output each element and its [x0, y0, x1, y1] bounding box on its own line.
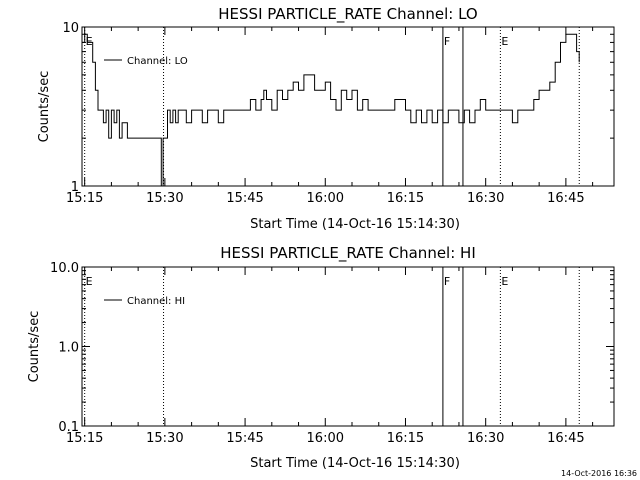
- plot-frame: [81, 266, 615, 427]
- y-tick-label: 1.0: [58, 341, 79, 356]
- legend-label: Channel: LO: [127, 56, 188, 67]
- x-tick-label: 15:45: [226, 431, 263, 446]
- x-axis-label: Start Time (14-Oct-16 15:14:30): [250, 456, 460, 471]
- x-tick-label: 16:15: [387, 431, 424, 446]
- series-line-1: [82, 33, 580, 187]
- event-flag: F: [444, 275, 450, 288]
- event-flag: E: [501, 275, 508, 288]
- event-flag: E: [86, 275, 93, 288]
- chart-title: HESSI PARTICLE_RATE Channel: HI: [220, 244, 476, 263]
- x-tick-label: 15:15: [66, 431, 103, 446]
- x-axis-label: Start Time (14-Oct-16 15:14:30): [250, 217, 460, 232]
- chart-panel-2: HESSI PARTICLE_RATE Channel: HI 15:15 15:3…: [27, 244, 615, 471]
- x-tick-label: 15:45: [226, 191, 263, 206]
- event-flag: E: [501, 35, 508, 48]
- x-tick-label: 16:30: [467, 191, 504, 206]
- y-axis-label: Counts/sec: [37, 71, 52, 143]
- event-flag: F: [444, 35, 450, 48]
- chart-title: HESSI PARTICLE_RATE Channel: LO: [218, 5, 477, 24]
- event-flag: E: [86, 35, 93, 48]
- x-tick-label: 16:45: [547, 431, 584, 446]
- x-tick-label: 16:00: [307, 191, 344, 206]
- y-tick-label: 10.0: [50, 261, 79, 276]
- plot-frame: [81, 26, 615, 187]
- x-tick-label: 15:30: [146, 191, 183, 206]
- y-tick-label: 10: [62, 21, 79, 36]
- x-tick-label: 16:30: [467, 431, 504, 446]
- x-tick-label: 16:15: [387, 191, 424, 206]
- chart-panel-1: HESSI PARTICLE_RATE Channel: LO 15:15 15:3…: [37, 5, 615, 232]
- y-axis-label: Counts/sec: [27, 311, 42, 383]
- footer-timestamp: 14-Oct-2016 16:36: [561, 469, 637, 478]
- x-tick-label: 15:15: [66, 191, 103, 206]
- legend-label: Channel: HI: [127, 296, 185, 307]
- x-tick-label: 16:45: [547, 191, 584, 206]
- y-tick-label: 1: [71, 180, 79, 195]
- x-tick-label: 16:00: [307, 431, 344, 446]
- y-tick-label: 0.1: [58, 420, 79, 435]
- x-tick-label: 15:30: [146, 431, 183, 446]
